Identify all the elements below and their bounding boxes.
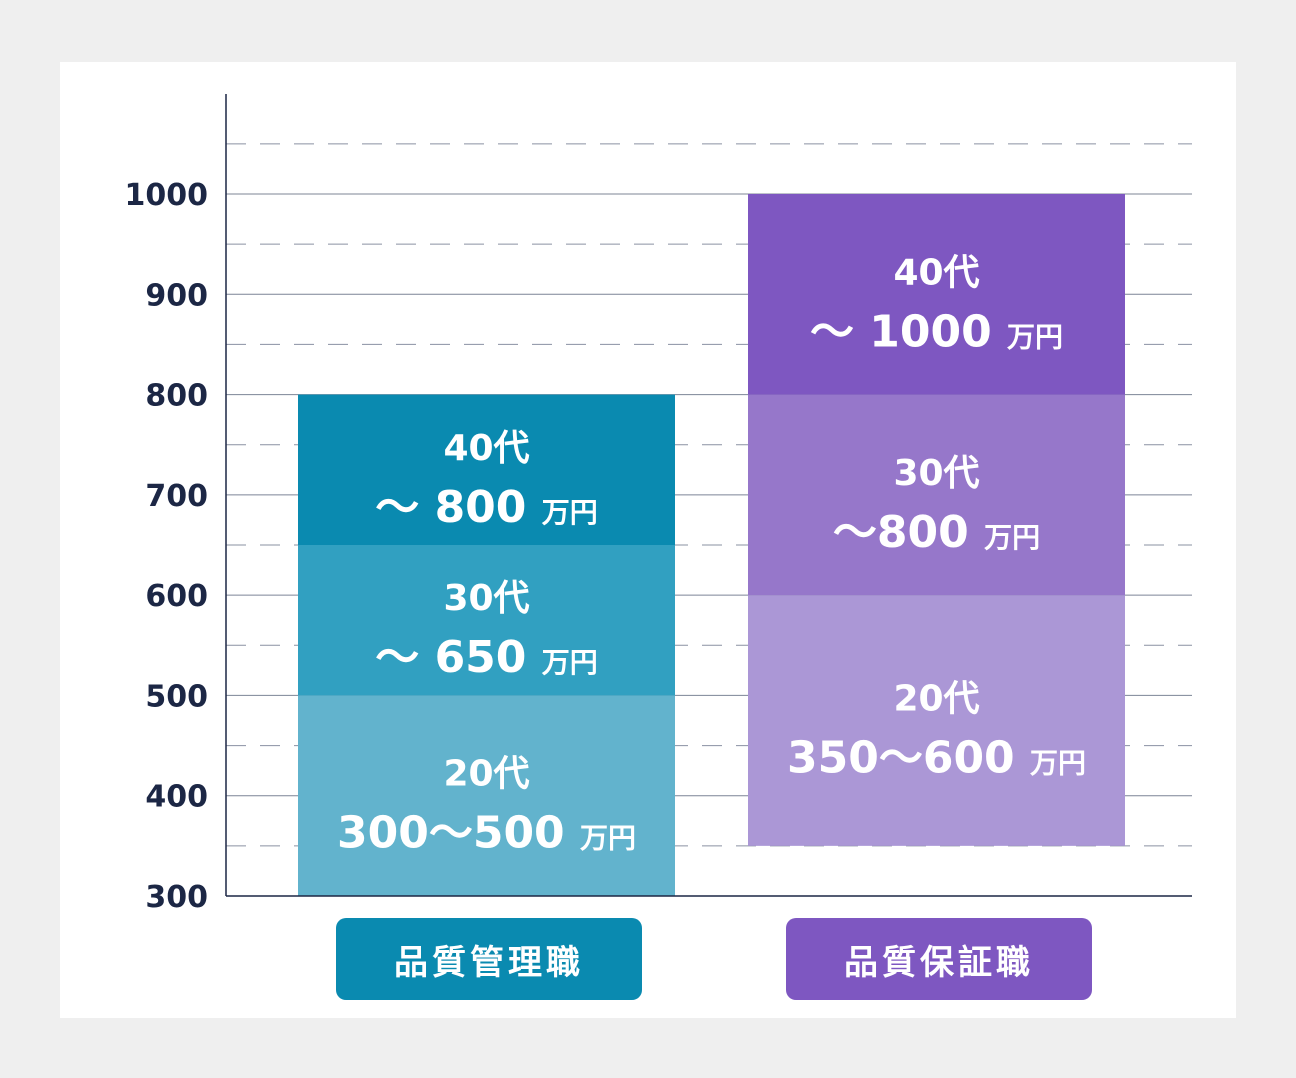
segment-value: 300〜500 <box>337 808 580 859</box>
bar-segment-0-0 <box>298 695 675 896</box>
y-tick-label-800: 800 <box>145 379 208 414</box>
segment-value-label: 〜 650 万円 <box>375 632 598 683</box>
segment-value-label: 350〜600 万円 <box>787 733 1086 784</box>
bars <box>298 194 1125 896</box>
chart-card: 20代 300〜500 万円 30代〜 650 万円 40代〜 800 万円 20代 35… <box>60 62 1236 1018</box>
segment-age-label: 20代 <box>443 754 529 795</box>
segment-value-label: 〜 800 万円 <box>375 482 598 533</box>
y-tick-label-1000: 1000 <box>125 178 209 213</box>
y-tick-label-500: 500 <box>145 679 208 714</box>
segment-unit: 万円 <box>1007 320 1063 353</box>
segment-age-label: 30代 <box>443 578 529 619</box>
segment-value-label: 300〜500 万円 <box>337 808 636 859</box>
segment-value: 〜 650 <box>375 632 541 683</box>
bar-segment-0-2 <box>298 394 675 545</box>
y-tick-label-700: 700 <box>145 479 208 514</box>
category-label-quality-control: 品質管理職 <box>336 918 642 1000</box>
segment-value-label: 〜800 万円 <box>833 507 1040 558</box>
segment-age-label: 30代 <box>893 453 979 494</box>
segment-value: 〜 800 <box>375 482 541 533</box>
segment-unit: 万円 <box>580 822 636 855</box>
segment-value-label: 〜 1000 万円 <box>810 306 1063 357</box>
bar-segment-0-1 <box>298 545 675 696</box>
y-tick-label-300: 300 <box>145 880 208 915</box>
y-tick-label-900: 900 <box>145 278 208 313</box>
segment-age-label: 20代 <box>893 679 979 720</box>
bar-segment-1-0 <box>748 595 1125 846</box>
segment-unit: 万円 <box>542 646 598 679</box>
segment-unit: 万円 <box>542 496 598 529</box>
segment-value: 350〜600 <box>787 733 1030 784</box>
y-tick-label-600: 600 <box>145 579 208 614</box>
segment-unit: 万円 <box>1030 747 1086 780</box>
segment-age-label: 40代 <box>893 252 979 293</box>
segment-unit: 万円 <box>984 521 1040 554</box>
bar-segment-1-1 <box>748 394 1125 596</box>
bar-segment-1-2 <box>748 194 1125 395</box>
segment-value: 〜 1000 <box>810 306 1007 357</box>
segment-value: 〜800 <box>833 507 984 558</box>
axes: 300 400 500 600 700 800 900 1000 <box>125 94 1192 915</box>
y-tick-label-400: 400 <box>145 780 208 815</box>
segment-age-label: 40代 <box>443 428 529 469</box>
category-label-quality-assurance: 品質保証職 <box>786 918 1092 1000</box>
